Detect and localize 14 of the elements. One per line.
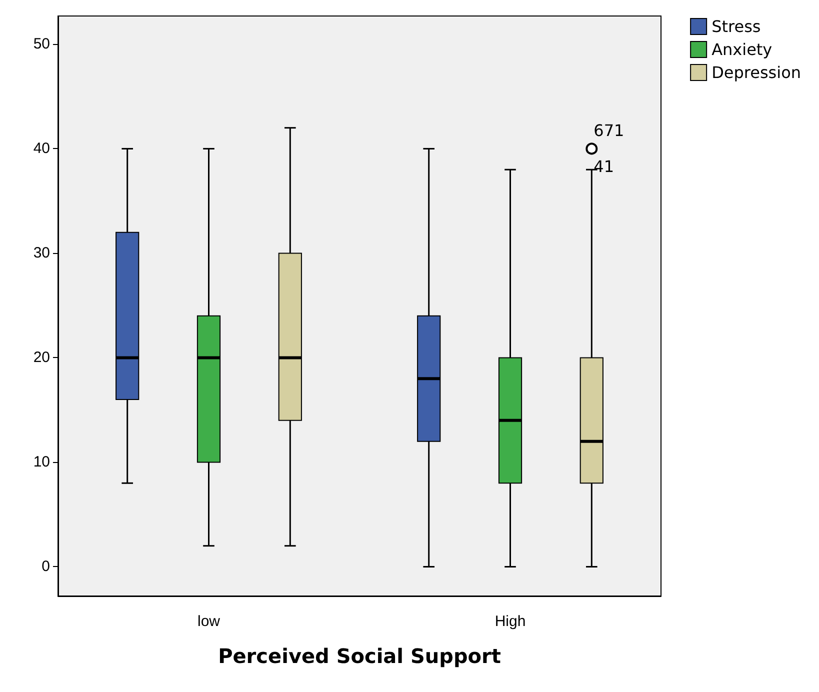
x-axis-title: Perceived Social Support — [218, 644, 502, 668]
y-tick-label: 40 — [33, 140, 50, 158]
y-tick-label: 10 — [33, 454, 50, 471]
legend-label: Stress — [712, 17, 761, 36]
x-tick-label: low — [197, 613, 220, 630]
x-tick-label: High — [494, 613, 526, 630]
y-tick-label: 30 — [33, 244, 50, 262]
annotation: 41 — [594, 157, 614, 176]
legend-label: Depression — [712, 63, 801, 82]
y-tick-label: 50 — [33, 36, 50, 53]
y-tick-label: 20 — [33, 349, 50, 366]
legend-label: Anxiety — [712, 40, 772, 59]
y-tick-label: 0 — [42, 558, 50, 576]
annotation: 671 — [594, 121, 624, 140]
